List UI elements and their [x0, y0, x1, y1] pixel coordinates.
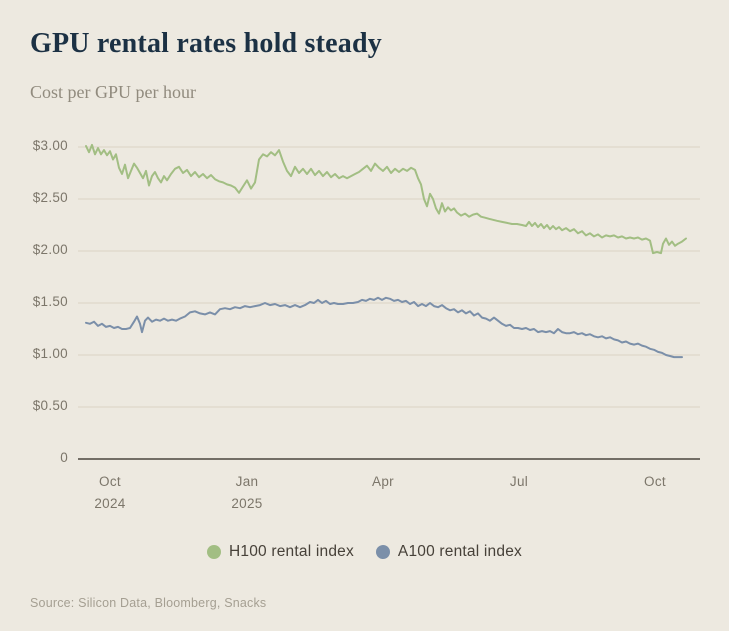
- x-tick-label: Jan 2025: [231, 474, 263, 511]
- x-tick-label: Oct: [644, 474, 666, 489]
- legend-label-h100: H100 rental index: [229, 543, 354, 560]
- y-tick-label: $2.00: [32, 242, 68, 257]
- y-tick-label: $2.50: [32, 190, 68, 205]
- source-note: Source: Silicon Data, Bloomberg, Snacks: [30, 596, 267, 610]
- y-tick-label: $0.50: [32, 398, 68, 413]
- page-title: GPU rental rates hold steady: [30, 28, 382, 59]
- legend-item-a100: A100 rental index: [375, 543, 522, 561]
- y-tick-label: $3.00: [32, 138, 68, 153]
- series-line-a100: [85, 296, 683, 359]
- legend-label-a100: A100 rental index: [397, 543, 522, 560]
- legend-item-h100: H100 rental index: [207, 543, 354, 561]
- y-tick-label: $1.00: [32, 346, 68, 361]
- legend: H100 rental index A100 rental index: [0, 543, 729, 561]
- chart-subtitle: Cost per GPU per hour: [30, 82, 196, 102]
- a100-series-dot-icon: [375, 545, 390, 559]
- h100-series-dot-icon: [207, 545, 222, 559]
- x-tick-label: Jul: [509, 474, 529, 489]
- x-tick-label: Oct 2024: [94, 474, 126, 511]
- y-tick-label: 0: [60, 450, 68, 465]
- y-tick-label: $1.50: [32, 294, 68, 309]
- series-line-h100: [85, 143, 687, 255]
- x-tick-label: Apr: [372, 474, 394, 489]
